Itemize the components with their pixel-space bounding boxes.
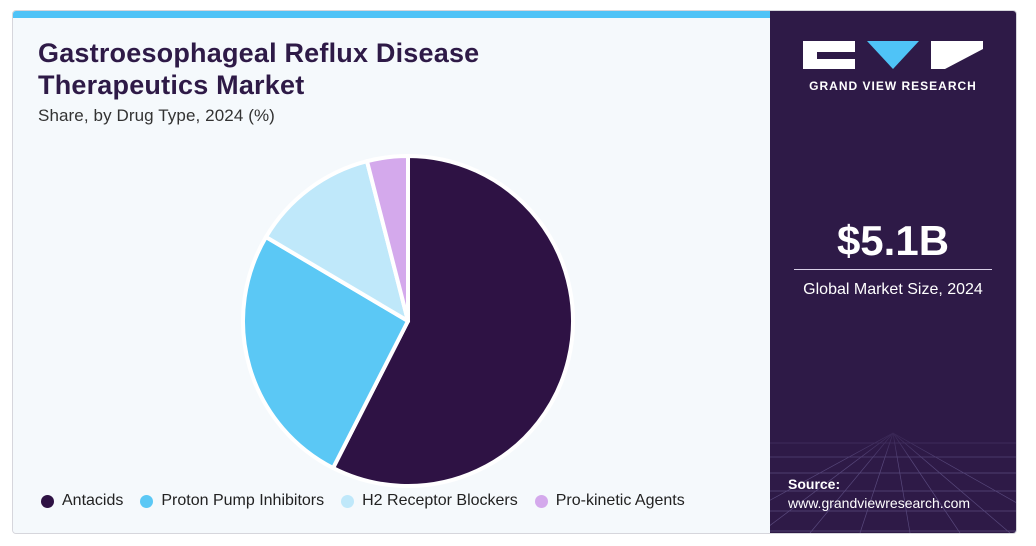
chart-panel: Gastroesophageal Reflux Disease Therapeu… xyxy=(13,11,770,533)
source-label: Source: xyxy=(788,476,841,492)
legend-label: Pro-kinetic Agents xyxy=(555,492,685,509)
legend-label: Proton Pump Inhibitors xyxy=(161,492,325,509)
pie-slice-antacids xyxy=(331,154,575,488)
legend-label: H2 Receptor Blockers xyxy=(362,492,518,509)
pie-chart xyxy=(241,154,575,488)
brand-name: GRAND VIEW RESEARCH xyxy=(809,79,977,93)
legend-item: Antacids xyxy=(41,492,123,510)
legend-label: Antacids xyxy=(62,492,124,509)
chart-title: Gastroesophageal Reflux Disease Therapeu… xyxy=(38,38,480,100)
pie-slice-h2-receptor-blockers xyxy=(263,159,410,323)
pie-slice-pro-kinetic-agents xyxy=(364,154,410,323)
legend-swatch xyxy=(140,494,154,508)
infographic-card: Gastroesophageal Reflux Disease Therapeu… xyxy=(12,10,1017,534)
accent-bar xyxy=(13,11,770,18)
source-note: Source: www.grandviewresearch.com xyxy=(788,475,970,513)
grand-view-research-logo-icon xyxy=(803,41,983,69)
chart-subtitle: Share, by Drug Type, 2024 (%) xyxy=(38,106,275,125)
legend-item: Proton Pump Inhibitors xyxy=(140,492,324,510)
pie-slice-proton-pump-inhibitors xyxy=(241,235,410,471)
market-size-value: $5.1B xyxy=(836,217,950,264)
summary-panel: GRAND VIEW RESEARCH $5.1B Global Market … xyxy=(770,11,1016,533)
metric-divider xyxy=(794,269,992,270)
market-size-label: Global Market Size, 2024 xyxy=(803,281,983,298)
legend-item: Pro-kinetic Agents xyxy=(534,492,685,510)
legend-swatch xyxy=(41,494,54,508)
legend-item: H2 Receptor Blockers xyxy=(341,492,518,510)
legend-swatch xyxy=(534,494,548,508)
chart-legend: Antacids Proton Pump Inhibitors H2 Recepto… xyxy=(41,489,685,513)
legend-swatch xyxy=(341,494,355,508)
grid-background-decoration xyxy=(770,423,1016,533)
source-url: www.grandviewresearch.com xyxy=(788,495,971,511)
